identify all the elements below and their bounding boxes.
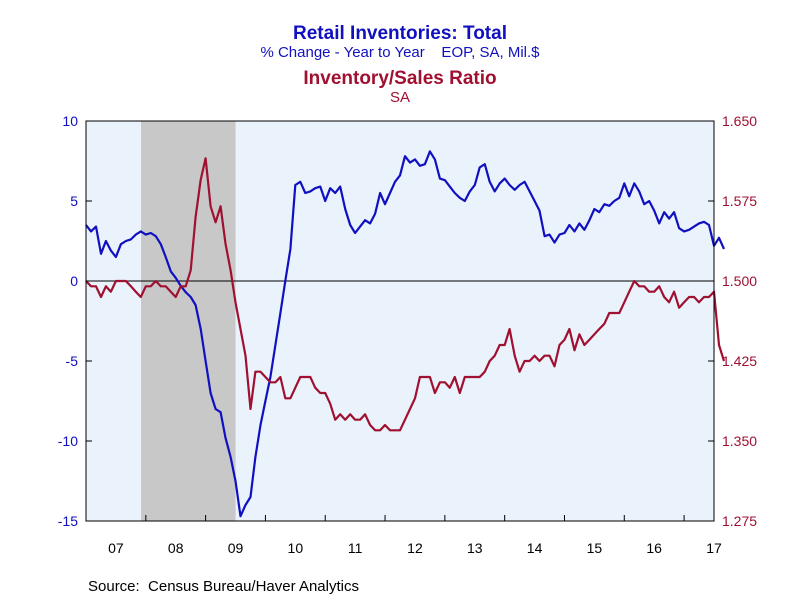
right-tick-label: 1.425 [722, 353, 757, 369]
source-note: Source: Census Bureau/Haver Analytics [88, 578, 359, 595]
right-axis: 1.650 1.575 1.500 1.425 1.350 1.275 [708, 113, 757, 529]
series-group [85, 150, 726, 518]
left-tick-label: -15 [58, 513, 78, 529]
x-tick-label: 12 [407, 540, 423, 556]
left-tick-label: 10 [62, 113, 78, 129]
chart-subtitle-2: SA [390, 89, 410, 106]
left-axis: 10 5 0 -5 -10 -15 [58, 113, 92, 529]
left-tick-label: -10 [58, 433, 78, 449]
x-axis: 07 08 09 10 11 12 13 14 15 16 17 [108, 515, 722, 556]
x-tick-label: 16 [646, 540, 662, 556]
right-tick-label: 1.500 [722, 273, 757, 289]
x-tick-label: 14 [527, 540, 543, 556]
right-tick-label: 1.275 [722, 513, 757, 529]
series-line-left [85, 150, 726, 518]
x-tick-label: 15 [587, 540, 603, 556]
x-tick-label: 11 [348, 540, 363, 556]
chart-title: Retail Inventories: Total [293, 23, 507, 44]
right-tick-label: 1.650 [722, 113, 757, 129]
x-tick-label: 08 [168, 540, 184, 556]
plot-frame [85, 120, 715, 522]
x-tick-label: 07 [108, 540, 124, 556]
left-tick-label: -5 [66, 353, 79, 369]
right-tick-label: 1.350 [722, 433, 757, 449]
chart-title-2: Inventory/Sales Ratio [303, 68, 496, 89]
chart-subtitle: % Change - Year to Year EOP, SA, Mil.$ [260, 44, 540, 61]
x-tick-label: 09 [228, 540, 244, 556]
right-tick-label: 1.575 [722, 193, 757, 209]
x-tick-label: 17 [706, 540, 722, 556]
left-tick-label: 0 [70, 273, 78, 289]
x-tick-label: 10 [288, 540, 304, 556]
recession-shade [141, 121, 236, 521]
series-line-right [85, 157, 726, 432]
left-tick-label: 5 [70, 193, 78, 209]
x-tick-label: 13 [467, 540, 483, 556]
